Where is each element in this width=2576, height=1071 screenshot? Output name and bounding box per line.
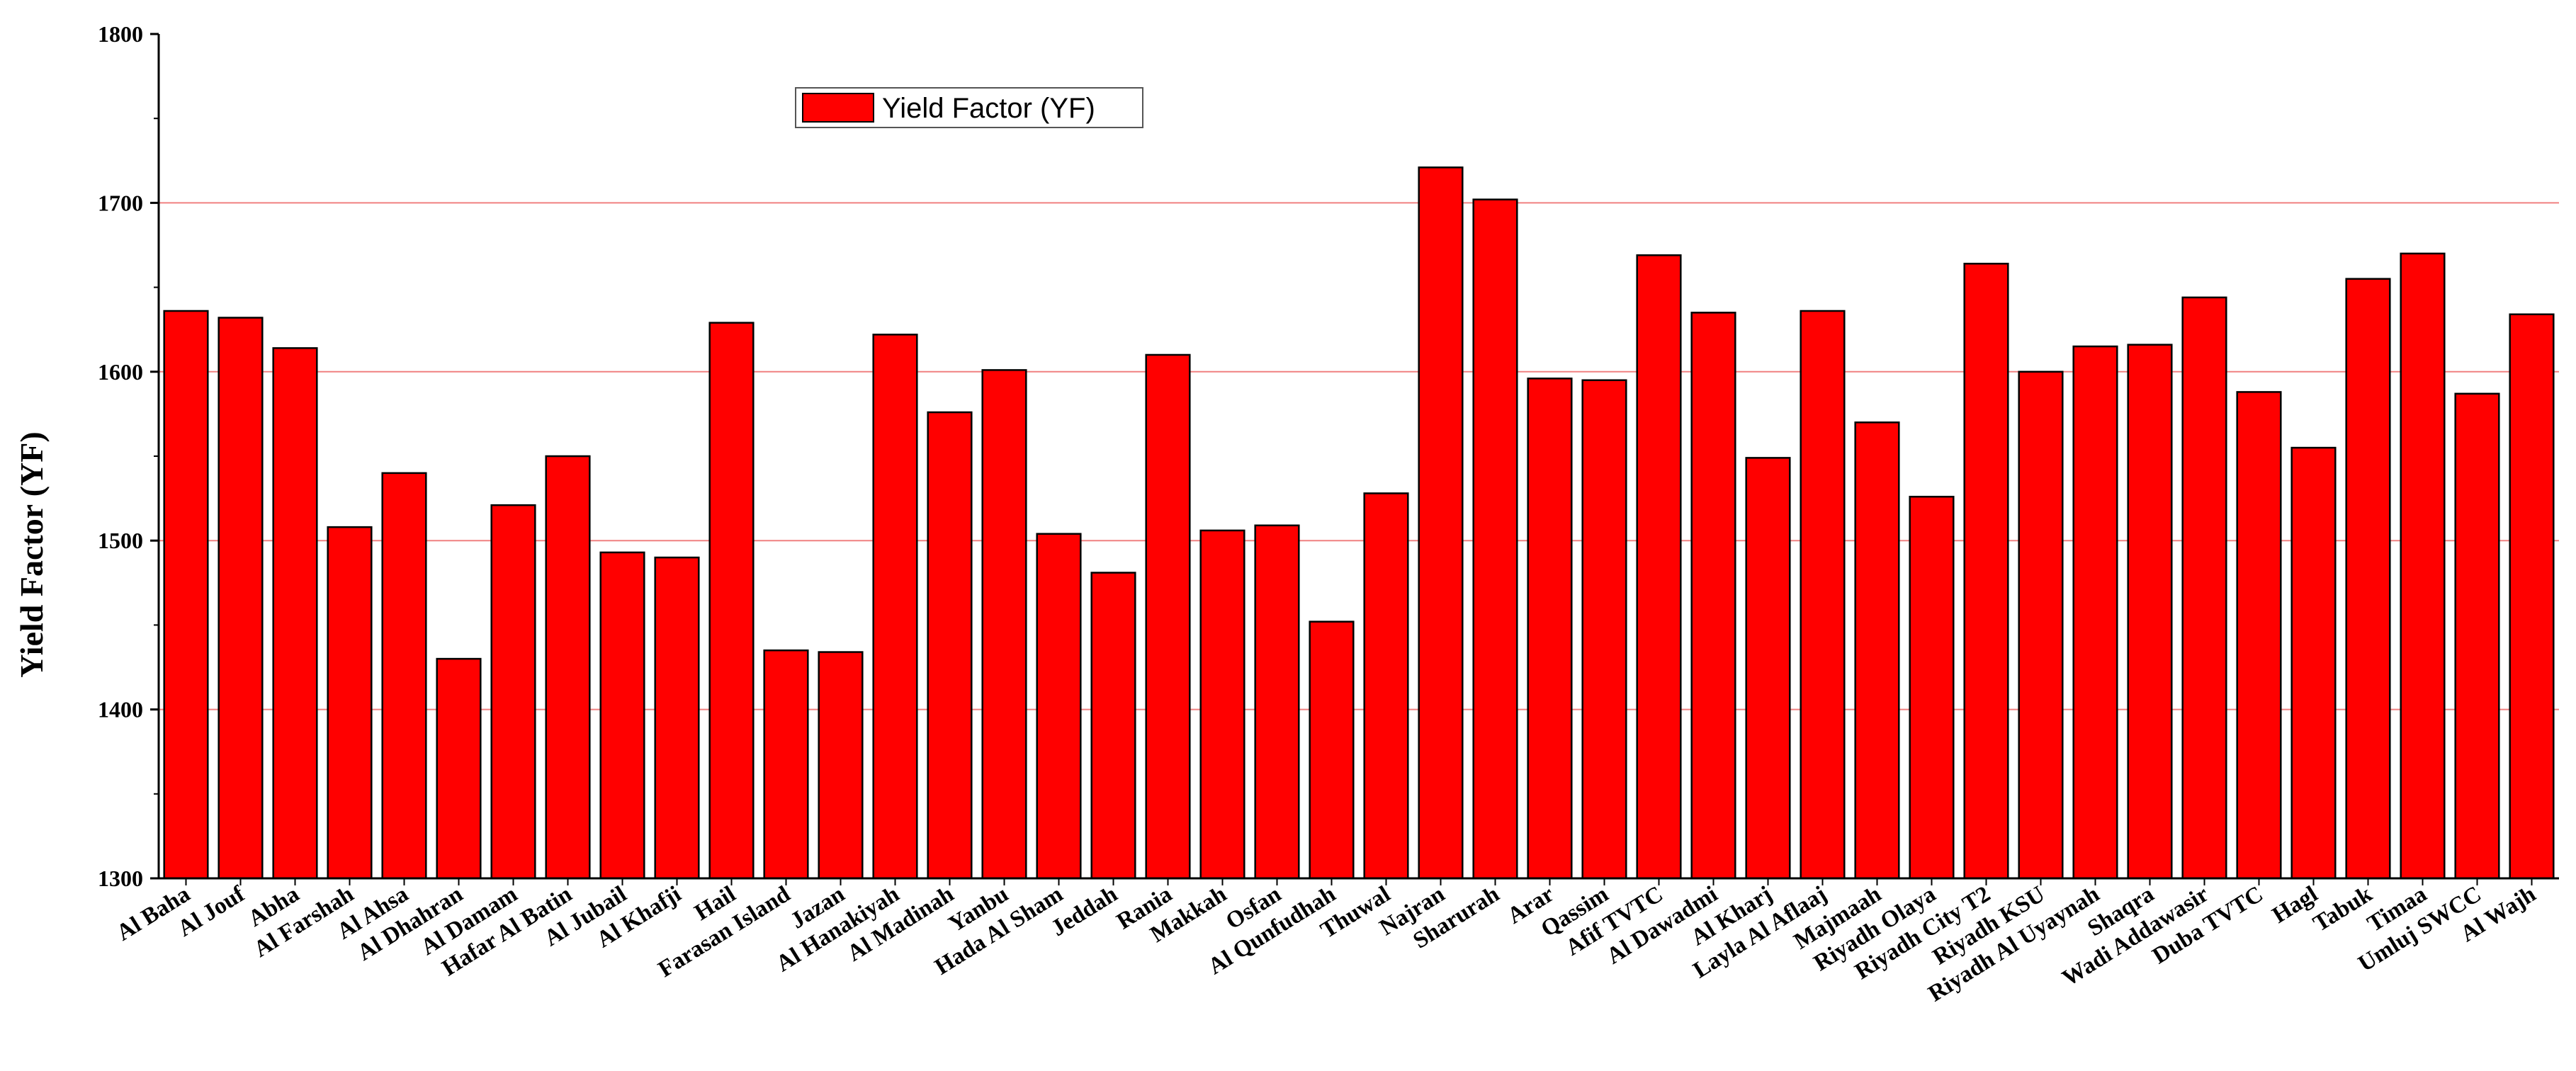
bar (272, 347, 318, 880)
legend-swatch (802, 93, 874, 123)
bar (1090, 572, 1136, 880)
bar (1800, 310, 1846, 880)
bar (1254, 524, 1300, 880)
bar (708, 322, 755, 880)
bar (163, 310, 209, 880)
y-tick-label: 1700 (98, 190, 143, 215)
bar (1690, 312, 1736, 880)
bar (1472, 198, 1518, 880)
bar (2181, 296, 2227, 880)
x-tick-label: Tabuk (2309, 881, 2377, 937)
bar (818, 651, 864, 880)
bar (927, 411, 973, 880)
bar (1854, 421, 1900, 880)
y-tick-label: 1300 (98, 866, 143, 891)
bar (1745, 457, 1791, 880)
bar (327, 526, 373, 880)
bar (2236, 391, 2282, 880)
bar (545, 455, 591, 880)
bar (2509, 313, 2555, 880)
bar (1636, 254, 1682, 880)
bar (2290, 446, 2337, 880)
legend: Yield Factor (YF) (795, 87, 1143, 128)
y-tick-label: 1800 (98, 21, 143, 47)
bar (1527, 378, 1573, 880)
bar (1145, 353, 1191, 880)
y-axis-title: Yield Factor (YF) (13, 431, 50, 677)
bar (1963, 262, 2009, 880)
bar (654, 556, 700, 880)
bar (1418, 166, 1464, 880)
y-tick-label: 1600 (98, 359, 143, 385)
bar (1199, 529, 1245, 880)
bar (381, 472, 427, 880)
bar (2345, 278, 2391, 880)
bar (2018, 370, 2064, 880)
bar (1581, 379, 1627, 880)
y-tick-labels: 1300 1400 1500 1600 1700 1800 (98, 21, 143, 891)
y-tick-label: 1500 (98, 528, 143, 553)
bar (218, 317, 264, 880)
bar (2400, 252, 2446, 880)
bar (872, 334, 918, 880)
bar (2072, 345, 2118, 880)
bar (436, 657, 482, 880)
bar (599, 551, 645, 880)
y-tick-label: 1400 (98, 697, 143, 722)
bars (163, 166, 2555, 880)
legend-label: Yield Factor (YF) (882, 93, 1095, 124)
bar (763, 649, 809, 880)
bar (1036, 533, 1082, 880)
bar (490, 504, 536, 880)
bar (981, 369, 1027, 880)
bar (1909, 495, 1955, 880)
bar (2127, 344, 2173, 880)
bar (1363, 492, 1409, 880)
axes (150, 33, 2559, 885)
bar (2454, 392, 2500, 880)
bar (1309, 620, 1355, 880)
